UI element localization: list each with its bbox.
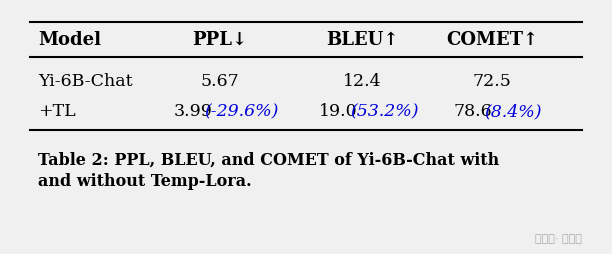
Text: COMET↑: COMET↑ [446, 31, 538, 49]
Text: Table 2: PPL, BLEU, and COMET of Yi-6B-Chat with: Table 2: PPL, BLEU, and COMET of Yi-6B-C… [38, 151, 499, 168]
Text: 12.4: 12.4 [343, 73, 381, 90]
Text: 72.5: 72.5 [472, 73, 512, 90]
Text: PPL↓: PPL↓ [192, 31, 248, 49]
Text: and without Temp-Lora.: and without Temp-Lora. [38, 173, 252, 190]
Text: (-29.6%): (-29.6%) [204, 103, 279, 120]
Text: 公众号· 量子位: 公众号· 量子位 [535, 234, 582, 244]
Text: (53.2%): (53.2%) [351, 103, 419, 120]
Text: 5.67: 5.67 [201, 73, 239, 90]
Text: BLEU↑: BLEU↑ [326, 31, 398, 49]
Text: +TL: +TL [38, 103, 76, 120]
Text: (8.4%): (8.4%) [484, 103, 542, 120]
Text: 19.0: 19.0 [319, 103, 358, 120]
Text: Model: Model [38, 31, 101, 49]
Text: Yi-6B-Chat: Yi-6B-Chat [38, 73, 133, 90]
Text: 3.99: 3.99 [173, 103, 212, 120]
Text: 78.6: 78.6 [453, 103, 492, 120]
